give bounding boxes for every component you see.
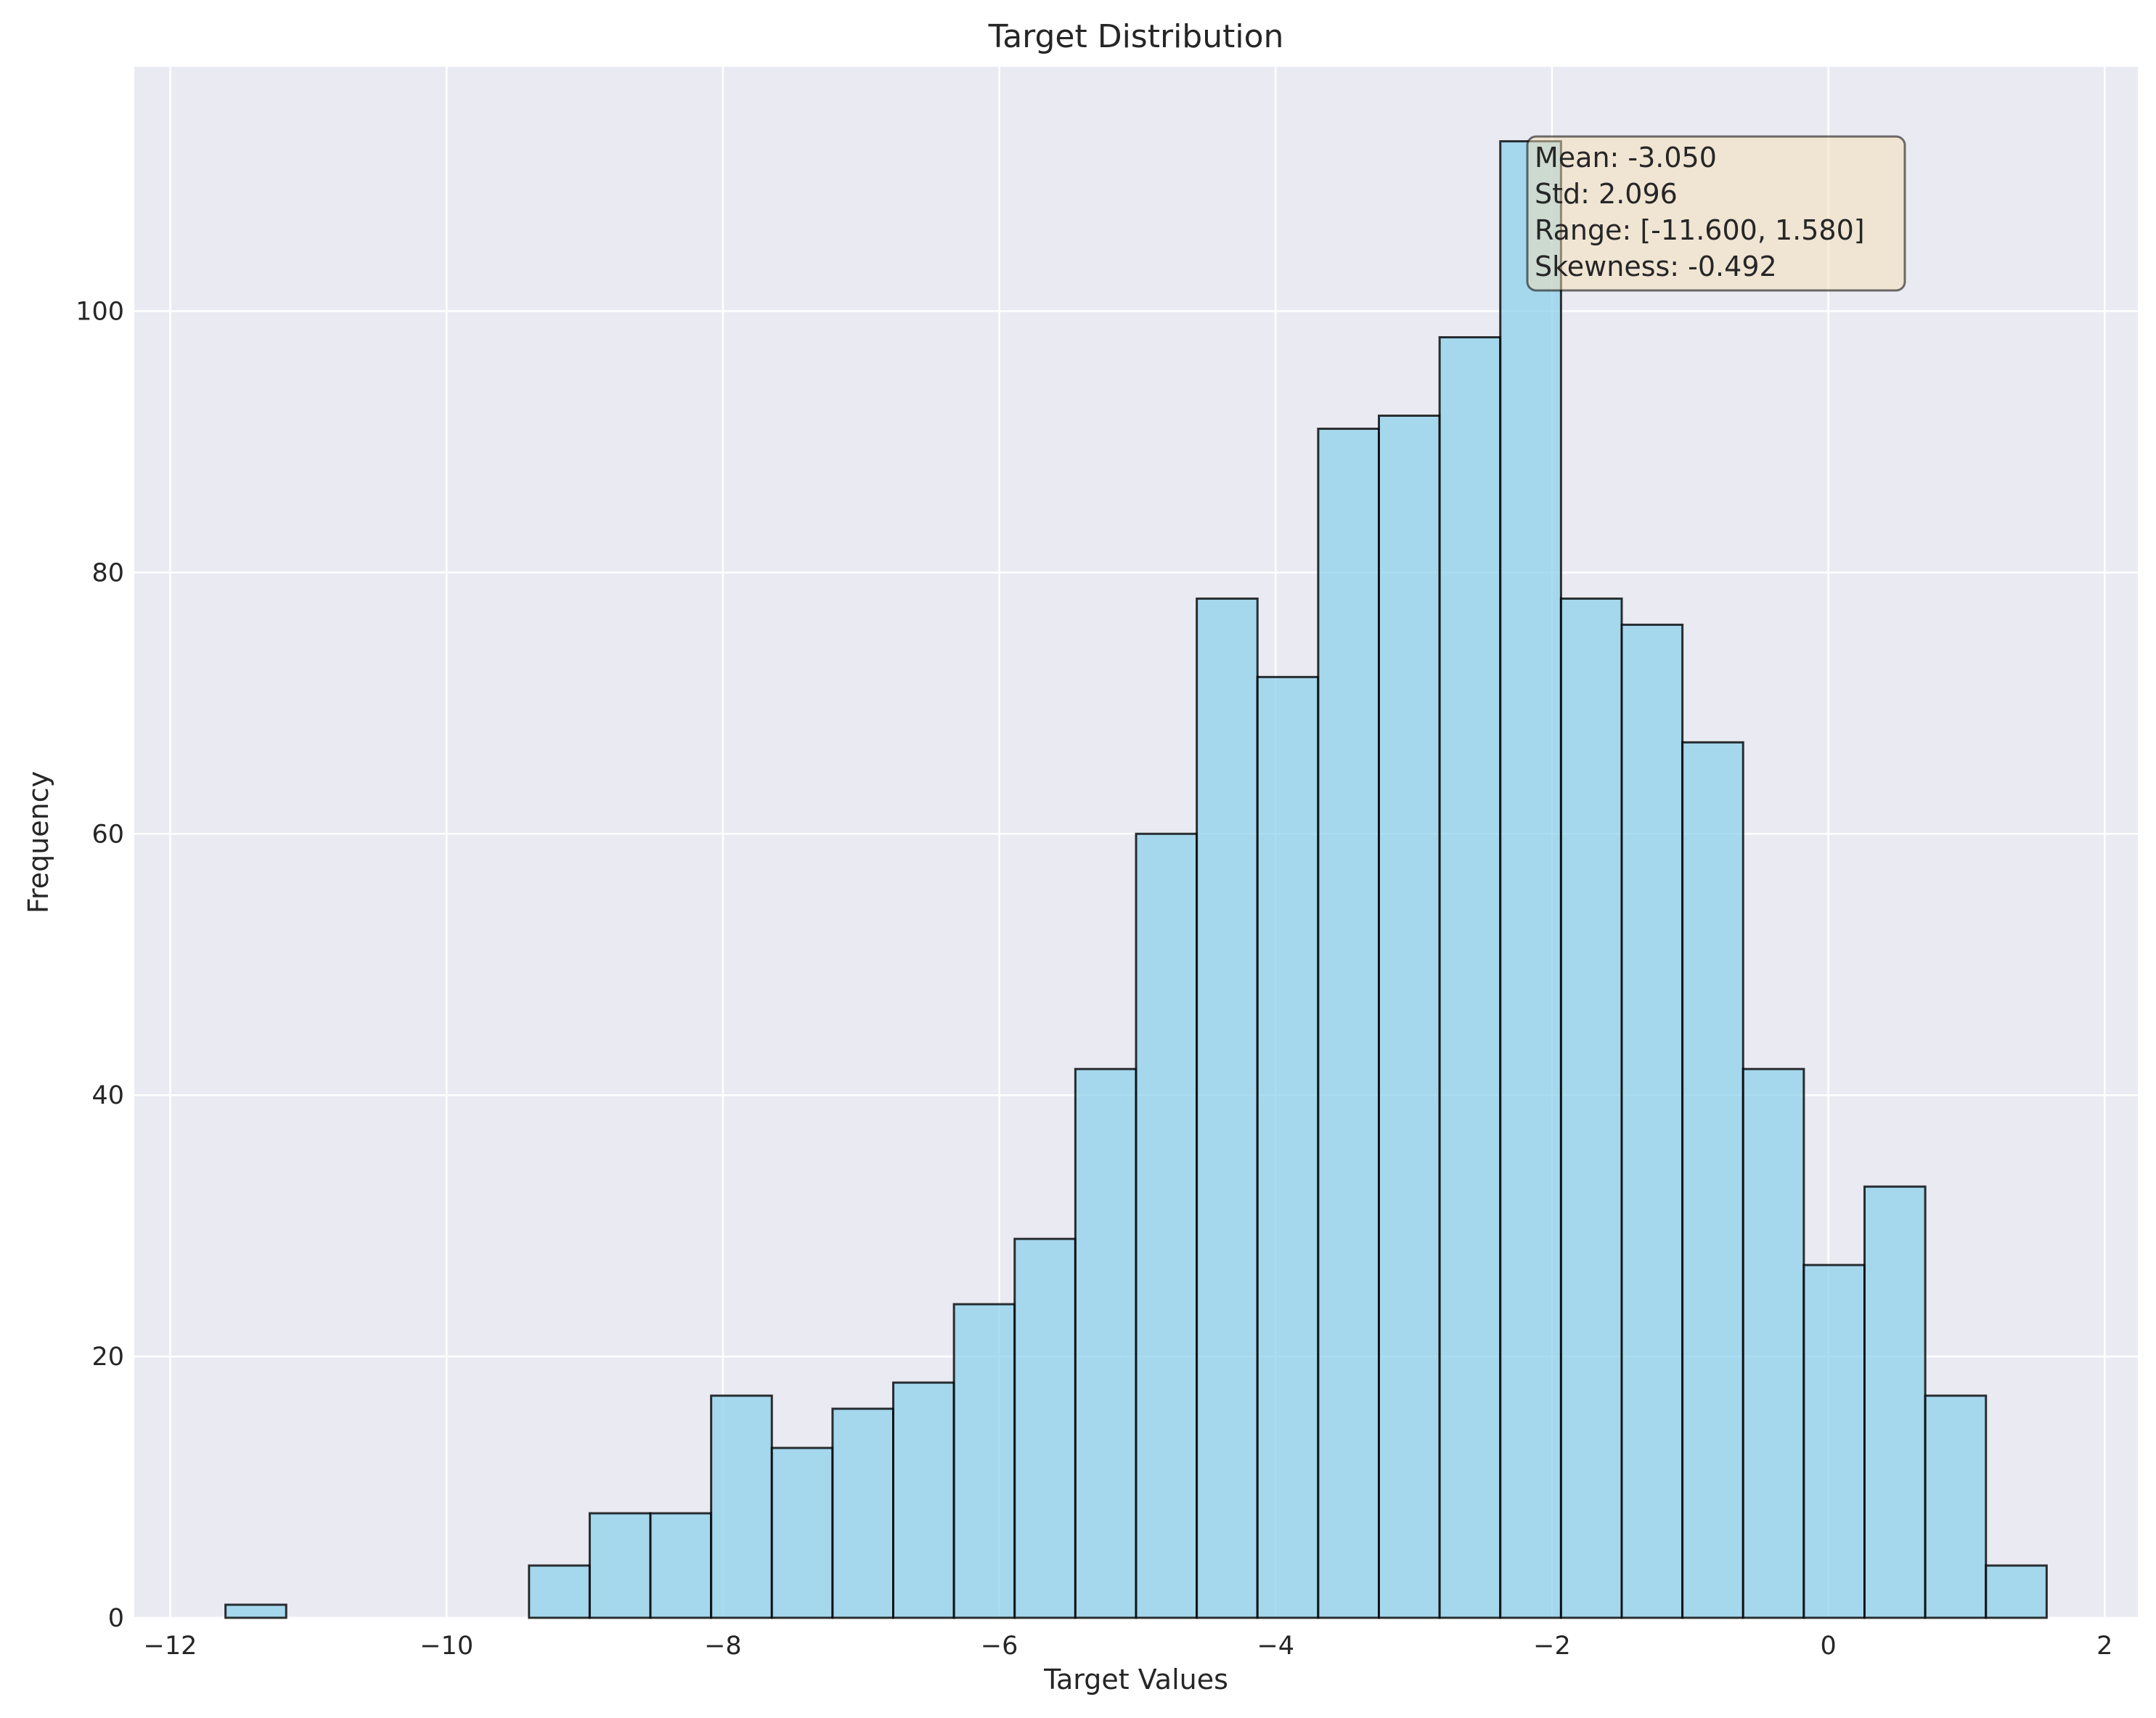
stats-skewness: Skewness: -0.492 — [1535, 251, 1777, 282]
histogram-bar-8 — [710, 1394, 773, 1619]
histogram-bar-20 — [1438, 335, 1502, 1619]
y-tick-labels: 0 20 40 60 80 100 — [75, 298, 124, 1633]
histogram-bar-15 — [1135, 832, 1199, 1619]
histogram-bars — [224, 140, 2048, 1619]
histogram-bar-7 — [649, 1512, 713, 1619]
histogram-bar-19 — [1377, 414, 1441, 1619]
histogram-bar-26 — [1802, 1263, 1866, 1619]
y-tick-label-2: 40 — [91, 1081, 124, 1110]
y-axis-label: Frequency — [23, 771, 54, 913]
histogram-bar-25 — [1741, 1067, 1805, 1619]
histogram-bar-11 — [892, 1381, 955, 1619]
y-tick-label-3: 60 — [91, 820, 124, 849]
x-tick-label-2: −8 — [704, 1632, 742, 1661]
histogram-bar-29 — [1985, 1564, 2048, 1619]
x-tick-label-6: 0 — [1820, 1632, 1836, 1661]
histogram-bar-27 — [1863, 1185, 1927, 1619]
histogram-bar-12 — [952, 1303, 1016, 1619]
histogram-bar-28 — [1924, 1394, 1988, 1619]
stats-mean: Mean: -3.050 — [1535, 142, 1717, 174]
stats-box: Mean: -3.050 Std: 2.096 Range: [-11.600,… — [1526, 135, 1906, 292]
histogram-bar-18 — [1317, 427, 1380, 1619]
histogram-bar-24 — [1681, 741, 1744, 1619]
histogram-bar-16 — [1196, 597, 1259, 1619]
x-tick-label-7: 2 — [2096, 1632, 2112, 1661]
histogram-bar-13 — [1013, 1237, 1077, 1619]
x-tick-label-4: −4 — [1257, 1632, 1294, 1661]
histogram-bar-0 — [224, 1603, 287, 1619]
y-tick-label-4: 80 — [91, 558, 124, 587]
x-tick-label-3: −6 — [981, 1632, 1018, 1661]
histogram-bar-10 — [831, 1407, 895, 1619]
stats-std: Std: 2.096 — [1535, 178, 1678, 210]
x-tick-label-5: −2 — [1533, 1632, 1571, 1661]
y-tick-label-5: 100 — [75, 298, 124, 327]
histogram-bar-5 — [528, 1564, 591, 1619]
histogram-bar-9 — [770, 1446, 834, 1619]
y-tick-label-0: 0 — [108, 1604, 124, 1633]
histogram-bar-17 — [1256, 675, 1320, 1619]
y-tick-label-1: 20 — [91, 1343, 124, 1372]
stats-box-background — [1526, 135, 1906, 292]
x-tick-label-0: −12 — [144, 1632, 197, 1661]
histogram-bar-22 — [1559, 597, 1623, 1619]
histogram-bar-14 — [1074, 1067, 1138, 1619]
x-tick-labels: −12 −10 −8 −6 −4 −2 0 2 — [144, 1632, 2113, 1661]
histogram-bar-23 — [1620, 623, 1684, 1619]
histogram-bar-6 — [588, 1512, 652, 1619]
chart-title: Target Distribution — [988, 18, 1284, 55]
x-tick-label-1: −10 — [420, 1632, 473, 1661]
stats-range: Range: [-11.600, 1.580] — [1535, 214, 1865, 246]
histogram-bar-21 — [1499, 140, 1562, 1619]
x-axis-label: Target Values — [1043, 1664, 1228, 1695]
